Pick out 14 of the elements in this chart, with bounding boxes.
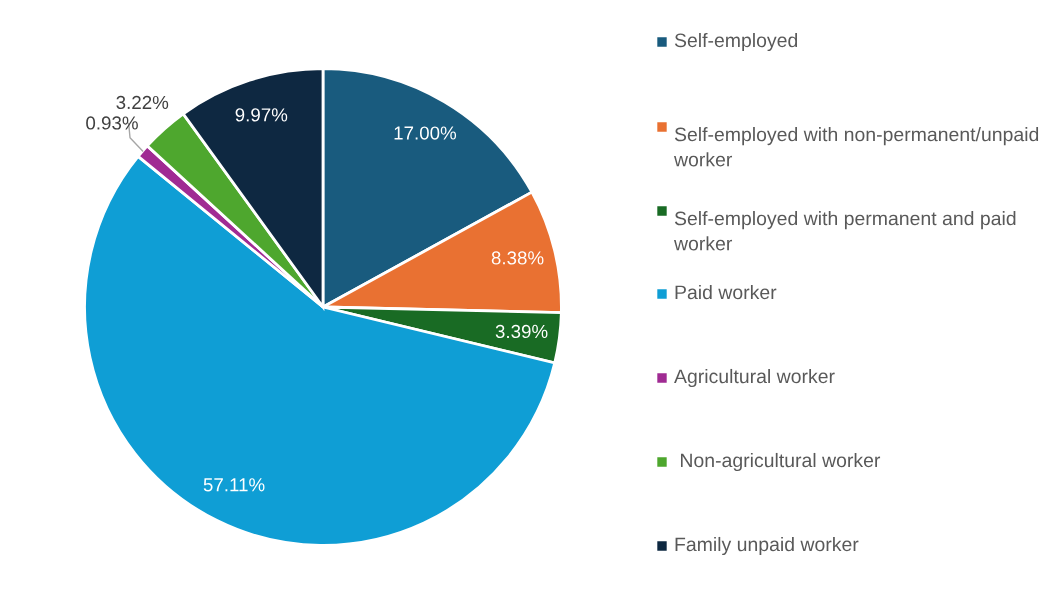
- legend-label: Paid worker: [675, 284, 777, 300]
- data-label: 8.38%: [491, 251, 544, 265]
- legend-label: Self-employed: [674, 32, 798, 52]
- data-label: 3.39%: [495, 324, 548, 339]
- legend-label: Self-employed with permanent and paid worker: [673, 211, 1016, 251]
- data-label: 17.00%: [394, 126, 457, 140]
- data-label: 57.11%: [203, 478, 265, 492]
- legend-label: Agricultural worker: [674, 368, 835, 388]
- legend-label: Non-agricultural worker: [681, 452, 881, 472]
- data-label: 9.97%: [235, 108, 288, 122]
- data-label: 0.93%: [86, 116, 138, 130]
- legend-label: Self-employed with non-permanent/unpaid worker: [673, 127, 1039, 167]
- data-label: 3.22%: [116, 95, 169, 110]
- legend-label: Family unpaid worker: [675, 536, 859, 556]
